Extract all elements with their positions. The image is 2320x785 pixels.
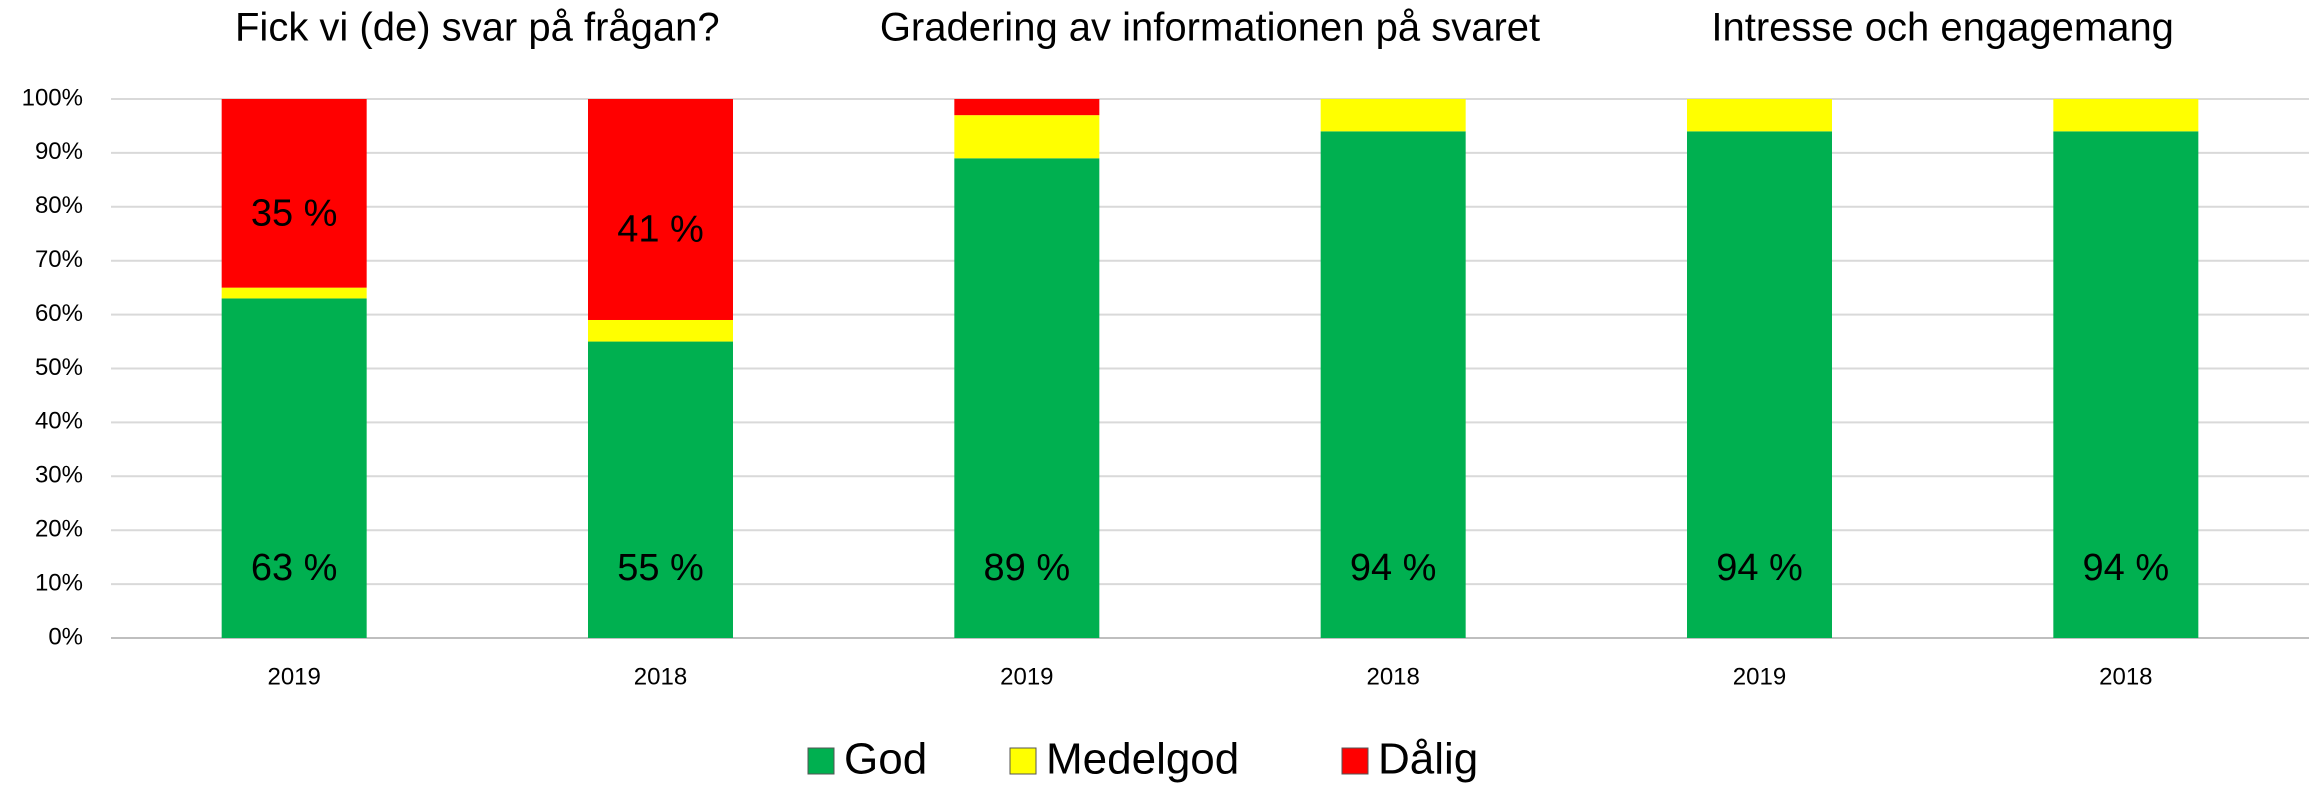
bar-segment xyxy=(221,287,367,299)
x-tick-label: 2018 xyxy=(634,663,687,690)
legend-label: Dålig xyxy=(1378,735,1478,784)
bar-segment xyxy=(1687,131,1832,638)
legend-label: God xyxy=(844,735,927,784)
legend-swatch xyxy=(1341,747,1369,775)
data-label: 94 % xyxy=(2083,547,2170,589)
bar-segment xyxy=(2053,131,2199,638)
y-tick-label: 40% xyxy=(35,408,83,435)
x-tick-label: 2019 xyxy=(267,663,320,690)
group-title: Fick vi (de) svar på frågan? xyxy=(235,6,720,50)
y-tick-label: 30% xyxy=(35,462,83,489)
bar-segment xyxy=(1320,99,1466,132)
group-title: Intresse och engagemang xyxy=(1711,6,2174,50)
y-tick-label: 20% xyxy=(35,516,83,543)
bar-segment xyxy=(221,298,367,638)
x-tick-label: 2018 xyxy=(2099,663,2152,690)
bar-segment xyxy=(954,115,1100,159)
y-tick-label: 100% xyxy=(22,84,83,111)
y-tick-label: 90% xyxy=(35,138,83,165)
bar-segment xyxy=(221,99,367,288)
bar-segment xyxy=(588,319,733,342)
y-tick-label: 0% xyxy=(48,623,83,650)
legend-label: Medelgod xyxy=(1046,735,1239,784)
bar-segment xyxy=(954,99,1100,116)
data-label: 63 % xyxy=(251,547,338,589)
bar-segment xyxy=(1687,99,1832,132)
bar-segment xyxy=(588,99,733,320)
y-tick-label: 60% xyxy=(35,300,83,327)
group-title: Gradering av informationen på svaret xyxy=(880,6,1540,50)
bar-segment xyxy=(1320,131,1466,638)
y-tick-label: 80% xyxy=(35,192,83,219)
bar-segment xyxy=(954,158,1100,639)
bar-segment xyxy=(2053,99,2199,132)
bar-segment xyxy=(588,341,733,638)
data-label: 35 % xyxy=(251,192,338,234)
y-tick-label: 10% xyxy=(35,569,83,596)
legend-swatch xyxy=(1009,747,1037,775)
data-label: 55 % xyxy=(617,547,704,589)
legend-swatch xyxy=(807,747,835,775)
x-tick-label: 2018 xyxy=(1366,663,1419,690)
x-tick-label: 2019 xyxy=(1000,663,1053,690)
data-label: 94 % xyxy=(1350,547,1437,589)
data-label: 41 % xyxy=(617,209,704,251)
y-tick-label: 50% xyxy=(35,354,83,381)
data-label: 89 % xyxy=(984,547,1071,589)
data-label: 94 % xyxy=(1716,547,1803,589)
y-tick-label: 70% xyxy=(35,246,83,273)
x-tick-label: 2019 xyxy=(1733,663,1786,690)
